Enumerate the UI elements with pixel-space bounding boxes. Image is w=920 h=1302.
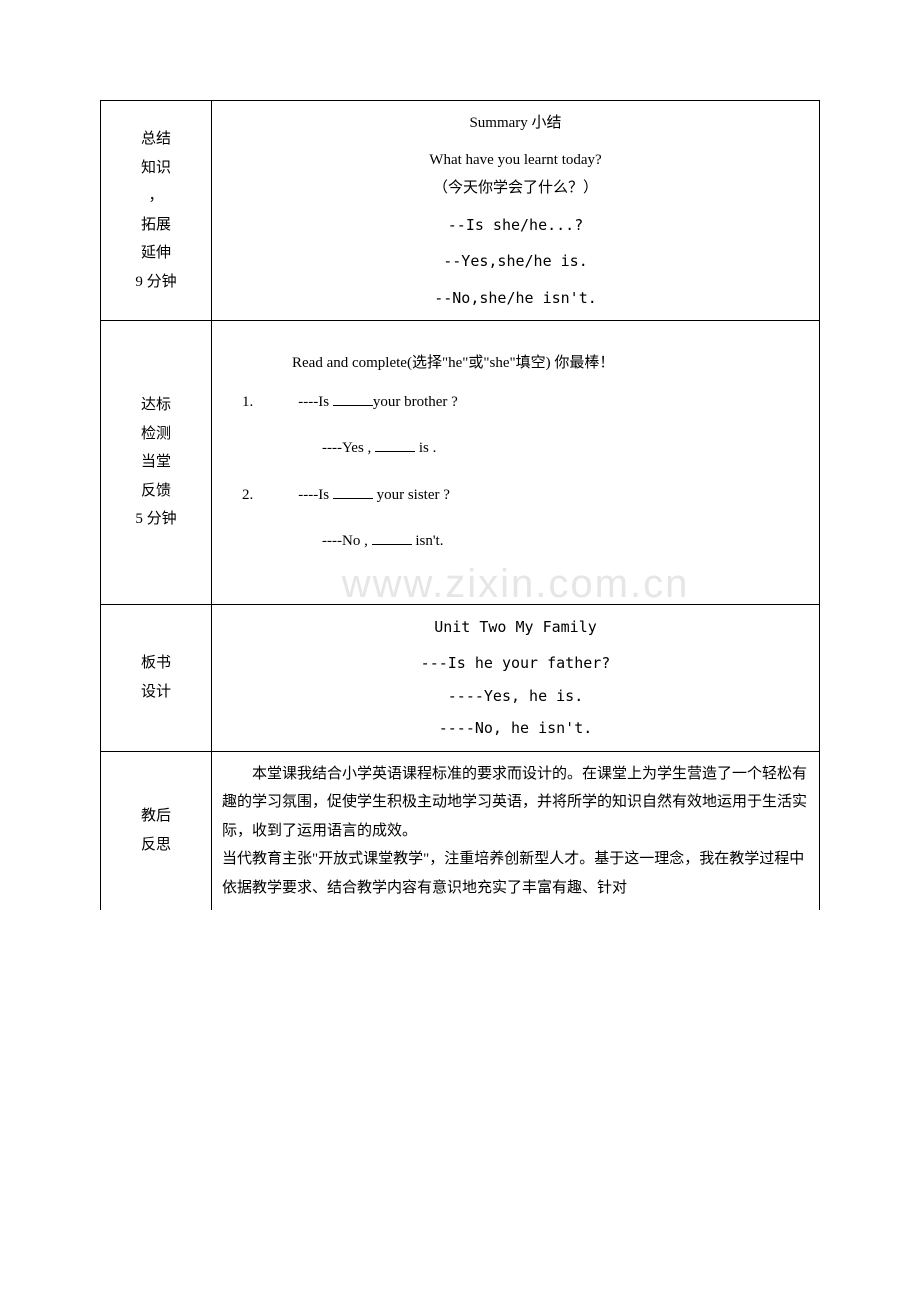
row-check: 达标 检测 当堂 反馈 5 分钟 Read and complete(选择"he… [101, 321, 820, 605]
summary-q-en: What have you learnt today? [222, 146, 809, 175]
reflect-content: 本堂课我结合小学英语课程标准的要求而设计的。在课堂上为学生营造了一个轻松有趣的学… [212, 751, 820, 910]
check-instruction: Read and complete(选择"he"或"she"填空) 你最棒！ [222, 349, 809, 378]
row-summary: 总结 知识 ， 拓展 延伸 9 分钟 Summary 小结 What have … [101, 101, 820, 321]
cleft-5: 反馈 [111, 477, 201, 506]
q2-b-post: isn't. [412, 533, 444, 549]
board-left: 板书 设计 [101, 604, 212, 751]
cleft-2: 检测 [111, 420, 201, 449]
q2-line-a: 2. ----Is your sister ? [222, 481, 809, 510]
q2-line-b: ----No , isn't. [222, 527, 809, 556]
summary-left: 总结 知识 ， 拓展 延伸 9 分钟 [101, 101, 212, 321]
summary-line3: --No,she/he isn't. [222, 284, 809, 313]
summary-line2: --Yes,she/he is. [222, 247, 809, 276]
q1-b-post: is . [415, 440, 436, 456]
check-content: Read and complete(选择"he"或"she"填空) 你最棒！ 1… [212, 321, 820, 605]
cleft-1: 达标 [111, 391, 201, 420]
q2-b-pre: ----No , [322, 533, 372, 549]
board-title: Unit Two My Family [222, 613, 809, 642]
left-l-5: 延伸 [111, 239, 201, 268]
cleft-7: 5 分钟 [111, 505, 201, 534]
bleft-1: 板书 [111, 649, 201, 678]
q2-num: 2. [242, 487, 253, 503]
left-l-7: 9 分钟 [111, 268, 201, 297]
q1-line-a: 1. ----Is your brother ? [222, 388, 809, 417]
q2-a-pre: ----Is [298, 487, 333, 503]
rleft-1: 教后 [111, 802, 201, 831]
blank-3 [333, 483, 373, 499]
row-board: 板书 设计 Unit Two My Family ---Is he your f… [101, 604, 820, 751]
reflect-left: 教后 反思 [101, 751, 212, 910]
reflect-p2: 当代教育主张"开放式课堂教学"，注重培养创新型人才。基于这一理念，我在教学过程中… [222, 845, 809, 902]
q1-b-pre: ----Yes , [322, 440, 375, 456]
lesson-table: 总结 知识 ， 拓展 延伸 9 分钟 Summary 小结 What have … [100, 100, 820, 910]
board-content: Unit Two My Family ---Is he your father?… [212, 604, 820, 751]
q1-line-b: ----Yes , is . [222, 434, 809, 463]
summary-q-zh: （今天你学会了什么？） [222, 174, 809, 203]
q1-a-post: your brother ? [373, 394, 458, 410]
blank-2 [375, 436, 415, 452]
check-left: 达标 检测 当堂 反馈 5 分钟 [101, 321, 212, 605]
summary-line1: --Is she/he...? [222, 211, 809, 240]
summary-content: Summary 小结 What have you learnt today? （… [212, 101, 820, 321]
blank-1 [333, 390, 373, 406]
board-l2: ----Yes, he is. [222, 682, 809, 711]
q1-num: 1. [242, 394, 253, 410]
row-reflect: 教后 反思 本堂课我结合小学英语课程标准的要求而设计的。在课堂上为学生营造了一个… [101, 751, 820, 910]
bleft-2: 设计 [111, 678, 201, 707]
board-l1: ---Is he your father? [222, 649, 809, 678]
q2-a-post: your sister ? [373, 487, 450, 503]
board-l3: ----No, he isn't. [222, 714, 809, 743]
left-l-2: 知识 [111, 154, 201, 183]
reflect-p1: 本堂课我结合小学英语课程标准的要求而设计的。在课堂上为学生营造了一个轻松有趣的学… [222, 760, 809, 846]
left-l-1: 总结 [111, 125, 201, 154]
left-l-4: 拓展 [111, 211, 201, 240]
cleft-4: 当堂 [111, 448, 201, 477]
q1-a-pre: ----Is [298, 394, 333, 410]
blank-4 [372, 529, 412, 545]
rleft-2: 反思 [111, 831, 201, 860]
left-l-3: ， [111, 182, 201, 211]
summary-title: Summary 小结 [222, 109, 809, 138]
